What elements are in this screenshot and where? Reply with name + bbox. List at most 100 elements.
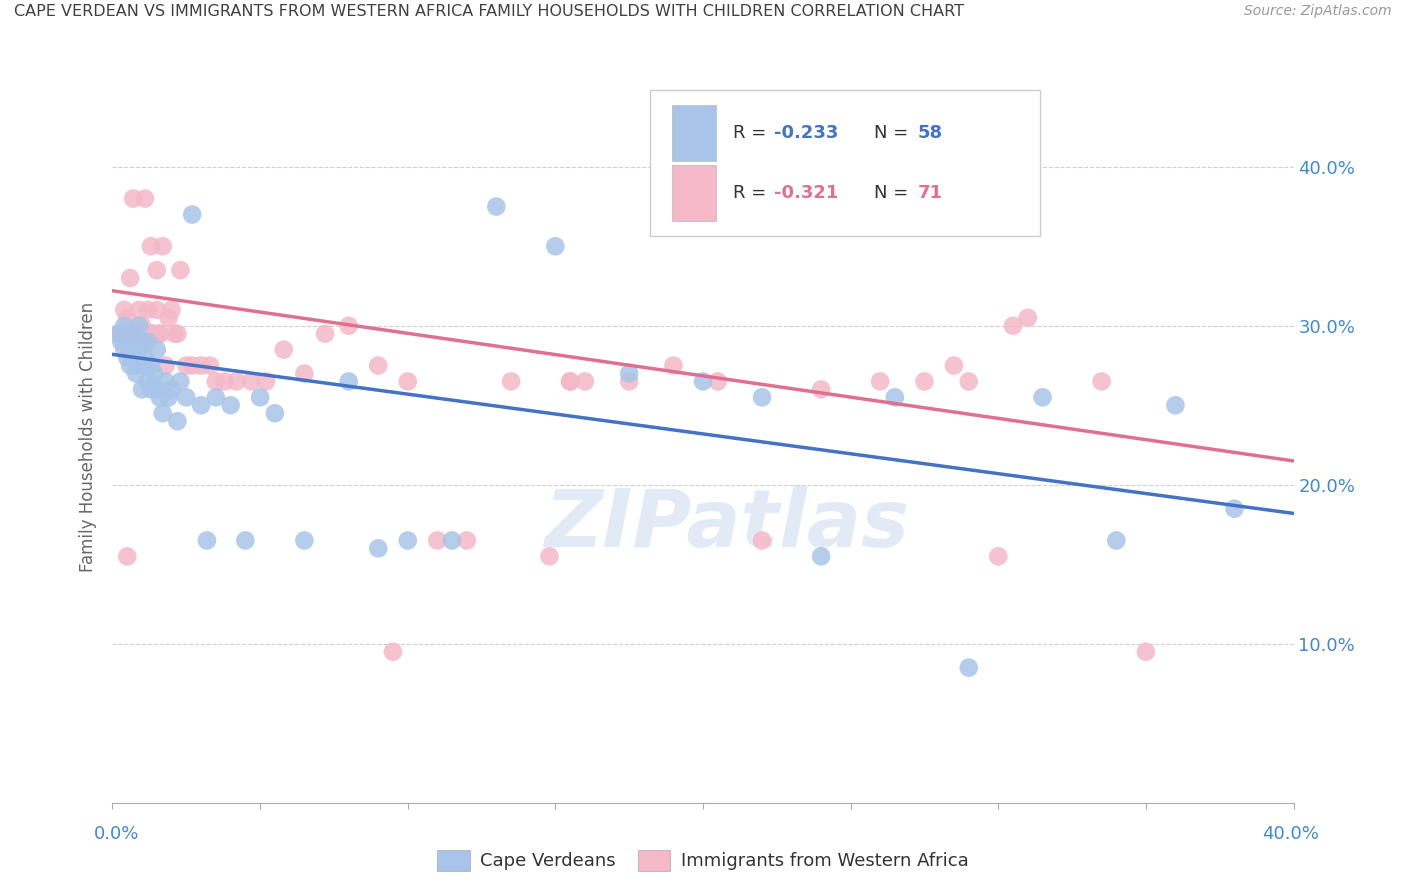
Point xyxy=(1091,375,1114,389)
Point xyxy=(337,375,360,389)
Text: R =: R = xyxy=(733,124,772,142)
Point xyxy=(128,326,150,341)
Point xyxy=(396,533,419,548)
Point xyxy=(120,271,142,285)
Text: R =: R = xyxy=(733,184,772,202)
Text: N =: N = xyxy=(875,184,914,202)
Point xyxy=(292,367,315,381)
Point xyxy=(254,375,277,389)
Point xyxy=(181,359,204,373)
Point xyxy=(122,351,145,365)
Point xyxy=(574,375,596,389)
Point xyxy=(1001,318,1024,333)
Point xyxy=(149,326,172,341)
Point xyxy=(1223,501,1246,516)
Point xyxy=(139,239,162,253)
Text: ZIPatlas: ZIPatlas xyxy=(544,486,910,564)
FancyBboxPatch shape xyxy=(672,165,716,221)
Point xyxy=(367,541,389,556)
Point xyxy=(169,375,191,389)
Point xyxy=(146,302,169,317)
Point xyxy=(314,326,336,341)
FancyBboxPatch shape xyxy=(672,105,716,161)
Point xyxy=(117,310,138,325)
Point xyxy=(120,326,142,341)
Text: -0.233: -0.233 xyxy=(773,124,838,142)
Text: N =: N = xyxy=(875,124,914,142)
Point xyxy=(544,239,567,253)
Point xyxy=(136,302,159,317)
Point xyxy=(751,390,773,404)
Point xyxy=(337,318,360,333)
Point xyxy=(190,398,212,412)
Point xyxy=(112,318,135,333)
Point xyxy=(122,326,145,341)
Point xyxy=(128,343,150,357)
Text: CAPE VERDEAN VS IMMIGRANTS FROM WESTERN AFRICA FAMILY HOUSEHOLDS WITH CHILDREN C: CAPE VERDEAN VS IMMIGRANTS FROM WESTERN … xyxy=(14,4,965,20)
Point xyxy=(1032,390,1054,404)
Point xyxy=(125,359,148,373)
Point xyxy=(107,326,129,341)
Point xyxy=(117,351,138,365)
Text: -0.321: -0.321 xyxy=(773,184,838,202)
Point xyxy=(122,326,145,341)
Point xyxy=(134,359,156,373)
Point xyxy=(149,326,172,341)
Point xyxy=(169,263,191,277)
Point xyxy=(112,302,135,317)
Point xyxy=(441,533,464,548)
Point xyxy=(149,390,172,404)
Point xyxy=(155,359,177,373)
Point xyxy=(122,192,145,206)
Point xyxy=(662,359,685,373)
Point xyxy=(131,318,153,333)
Point xyxy=(1135,645,1157,659)
Point xyxy=(692,375,714,389)
Point xyxy=(957,375,980,389)
Point xyxy=(125,326,148,341)
Point xyxy=(987,549,1010,564)
Point xyxy=(957,660,980,674)
Point xyxy=(914,375,936,389)
Point xyxy=(485,200,508,214)
Point xyxy=(1017,310,1039,325)
Point xyxy=(134,351,156,365)
Point xyxy=(155,375,177,389)
Point xyxy=(125,326,148,341)
Point xyxy=(142,326,165,341)
Point xyxy=(163,326,186,341)
Point xyxy=(195,533,218,548)
Point xyxy=(181,207,204,221)
Point xyxy=(942,359,965,373)
Point xyxy=(131,326,153,341)
Point xyxy=(810,549,832,564)
Point xyxy=(142,367,165,381)
Point xyxy=(456,533,478,548)
FancyBboxPatch shape xyxy=(650,89,1039,235)
Point xyxy=(273,343,295,357)
Point xyxy=(558,375,582,389)
Point xyxy=(134,192,156,206)
Point xyxy=(136,334,159,349)
Point xyxy=(128,318,150,333)
Point xyxy=(131,383,153,397)
Point xyxy=(152,239,174,253)
Point xyxy=(706,375,728,389)
Point xyxy=(264,406,287,420)
Point xyxy=(292,533,315,548)
Point xyxy=(117,549,138,564)
Point xyxy=(619,375,641,389)
Point xyxy=(146,383,169,397)
Point xyxy=(157,390,180,404)
Point xyxy=(139,383,162,397)
Point xyxy=(558,375,582,389)
Point xyxy=(166,326,188,341)
Point xyxy=(869,375,891,389)
Point xyxy=(233,533,256,548)
Point xyxy=(810,383,832,397)
Point xyxy=(426,533,449,548)
Text: 58: 58 xyxy=(918,124,943,142)
Point xyxy=(214,375,236,389)
Point xyxy=(538,549,561,564)
Point xyxy=(240,375,263,389)
